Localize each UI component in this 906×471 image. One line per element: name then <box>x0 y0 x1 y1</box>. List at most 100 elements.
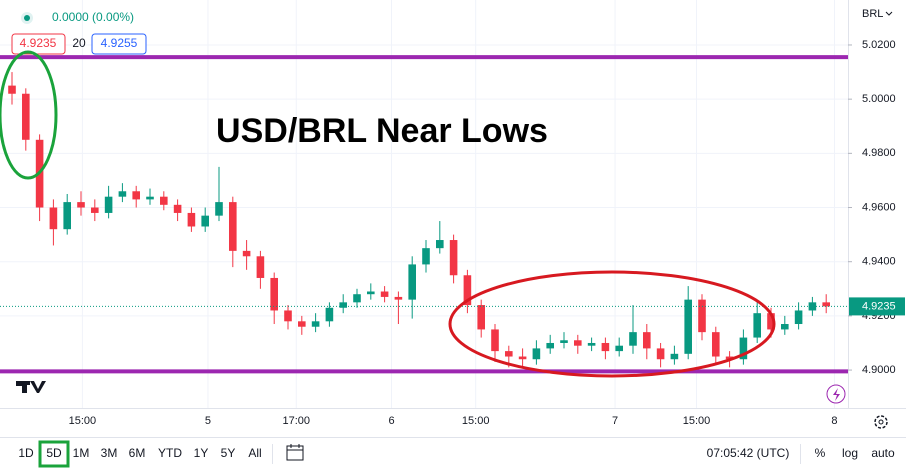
alert-bolt <box>833 388 840 401</box>
scale-option[interactable]: log <box>842 446 858 460</box>
candle-body <box>242 250 251 257</box>
candle-body <box>132 191 140 200</box>
x-tick-label: 8 <box>831 415 837 427</box>
range-button[interactable]: All <box>248 446 261 460</box>
x-tick-label: 15:00 <box>69 415 97 427</box>
spread: 20 <box>72 36 86 50</box>
change: 0.0000 (0.00%) <box>52 10 134 24</box>
candle-body <box>532 348 541 360</box>
range-button[interactable]: 5Y <box>221 446 236 460</box>
y-tick-label: 4.9600 <box>862 201 896 213</box>
bid[interactable]: 4.9235 <box>20 36 57 50</box>
candle-body <box>270 277 278 311</box>
settings-icon[interactable] <box>874 415 888 429</box>
candle-body <box>505 351 513 357</box>
range-button[interactable]: 6M <box>129 446 146 460</box>
candle-body <box>615 345 623 352</box>
range-button[interactable]: 1Y <box>194 446 209 460</box>
candle-body <box>215 202 223 216</box>
y-tick-label: 4.9800 <box>862 147 896 159</box>
y-tick-label: 5.0000 <box>862 93 896 105</box>
candle-body <box>187 212 196 227</box>
candle-body <box>91 207 99 213</box>
candle-body <box>229 202 237 251</box>
range-button[interactable]: 1M <box>73 446 90 460</box>
candle-body <box>574 340 582 346</box>
candle-body <box>339 302 347 308</box>
candle-body <box>712 332 720 357</box>
candle-body <box>587 342 596 346</box>
candle-body <box>436 240 444 249</box>
currency[interactable]: BRL <box>862 8 883 20</box>
candle-body <box>422 248 430 265</box>
x-tick-label: 15:00 <box>462 415 490 427</box>
candle-body <box>698 299 706 333</box>
scale-option[interactable]: auto <box>871 446 895 460</box>
y-tick-label: 4.9000 <box>862 364 896 376</box>
candle-body <box>256 256 265 278</box>
y-tick-label: 5.0200 <box>862 39 896 51</box>
x-tick-label: 6 <box>388 415 394 427</box>
candle-body <box>22 93 30 140</box>
ask-box[interactable] <box>91 33 147 55</box>
candle-body <box>394 296 403 300</box>
candle-body <box>77 202 85 208</box>
candle-body <box>325 307 334 322</box>
candle-body <box>546 342 554 349</box>
candle-body <box>63 202 72 230</box>
range-button[interactable]: 1D <box>18 446 34 460</box>
candle-body <box>146 196 154 200</box>
toolbar: 1D 5D 1M 3M 6M YTD 1Y 5Y All% log auto <box>18 440 895 468</box>
candle-body <box>684 299 692 354</box>
candle-body <box>477 305 485 330</box>
range-button[interactable]: 5D <box>46 446 62 460</box>
candle-body <box>284 310 292 322</box>
range-active <box>38 440 70 468</box>
x-tick-label: 5 <box>205 415 211 427</box>
candle-body <box>560 340 568 343</box>
ask[interactable]: 4.9255 <box>101 36 138 50</box>
candle-body <box>367 291 375 295</box>
chart-title: USD/BRL Near Lows <box>216 112 548 150</box>
candle-body <box>643 332 651 349</box>
candle-body <box>449 240 458 276</box>
candle-body <box>725 356 734 360</box>
candle-body <box>380 291 389 297</box>
currency-chevron[interactable] <box>885 11 893 16</box>
range-button[interactable]: YTD <box>158 446 182 460</box>
candle-body <box>201 215 209 227</box>
candle-body <box>104 196 113 213</box>
candle-body <box>518 356 527 360</box>
settings-center <box>878 419 884 425</box>
candle-body <box>118 191 127 197</box>
candle-body <box>353 294 361 303</box>
candle-body <box>8 85 16 94</box>
highlight-ellipse <box>0 50 58 180</box>
x-tick-label: 15:00 <box>683 415 711 427</box>
candle-body <box>160 196 168 205</box>
logo[interactable] <box>16 381 46 393</box>
candle-body <box>753 313 761 338</box>
clock[interactable]: 07:05:42 (UTC) <box>707 446 790 460</box>
candle-body <box>298 321 306 327</box>
scale-option[interactable]: % <box>815 446 826 460</box>
bid-box[interactable] <box>11 33 66 55</box>
candle-body <box>822 302 830 307</box>
status-dot <box>24 15 30 21</box>
candle-body <box>794 310 803 325</box>
candle-body <box>767 313 775 330</box>
candle-body <box>491 329 499 352</box>
last-price-label: 4.9235 <box>862 300 896 312</box>
candle-body <box>656 348 665 360</box>
candle-body <box>739 337 748 360</box>
x-tick-label: 17:00 <box>283 415 311 427</box>
candle-body <box>49 207 58 230</box>
date-range-icon[interactable] <box>286 444 304 461</box>
x-tick-label: 7 <box>612 415 618 427</box>
candle-body <box>781 324 789 330</box>
y-tick-label: 4.9400 <box>862 256 896 268</box>
candle-body <box>173 204 182 213</box>
range-button[interactable]: 3M <box>101 446 118 460</box>
